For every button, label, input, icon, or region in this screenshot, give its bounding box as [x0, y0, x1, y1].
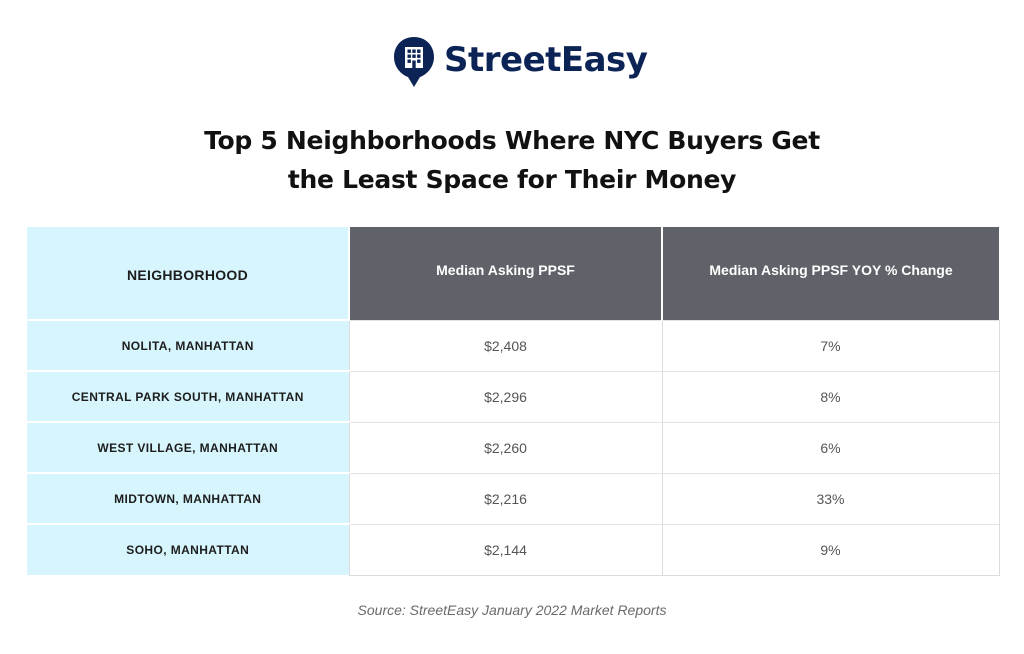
yoy-change-cell: 7% [661, 319, 1000, 371]
table-header-row: NEIGHBORHOOD Median Asking PPSF Median A… [27, 227, 999, 320]
yoy-change-cell: 6% [661, 421, 1000, 473]
neighborhood-cell: SOHO, MANHATTAN [27, 523, 349, 575]
yoy-change-cell: 33% [661, 472, 1000, 524]
ppsf-cell: $2,296 [348, 370, 663, 422]
yoy-change-cell: 9% [661, 523, 1000, 576]
table-row: MIDTOWN, MANHATTAN $2,216 33% [27, 472, 1000, 524]
brand-name: StreetEasy [444, 40, 648, 80]
table-row: NOLITA, MANHATTAN $2,408 7% [27, 319, 1000, 371]
ppsf-cell: $2,260 [348, 421, 663, 473]
neighborhood-cell: WEST VILLAGE, MANHATTAN [27, 421, 349, 473]
table-row: SOHO, MANHATTAN $2,144 9% [27, 523, 1000, 576]
table-row: CENTRAL PARK SOUTH, MANHATTAN $2,296 8% [27, 370, 1000, 422]
chart-title-line-2: the Least Space for Their Money [287, 165, 737, 194]
column-header-median-asking-ppsf: Median Asking PPSF [348, 227, 662, 320]
ppsf-cell: $2,216 [348, 472, 663, 524]
chart-title: Top 5 Neighborhoods Where NYC Buyers Get… [0, 121, 1024, 199]
building-pin-icon [394, 37, 434, 87]
source-note: Source: StreetEasy January 2022 Market R… [357, 602, 667, 618]
column-header-neighborhood: NEIGHBORHOOD [27, 227, 349, 320]
column-header-ppsf-yoy-change: Median Asking PPSF YOY % Change [661, 227, 999, 320]
neighborhood-cell: NOLITA, MANHATTAN [27, 319, 349, 371]
streeteasy-logo: StreetEasy [393, 36, 648, 88]
neighborhood-ppsf-table: NEIGHBORHOOD Median Asking PPSF Median A… [27, 227, 1000, 576]
ppsf-cell: $2,144 [348, 523, 663, 576]
yoy-change-cell: 8% [661, 370, 1000, 422]
neighborhood-cell: MIDTOWN, MANHATTAN [27, 472, 349, 524]
ppsf-cell: $2,408 [348, 319, 663, 371]
neighborhood-cell: CENTRAL PARK SOUTH, MANHATTAN [27, 370, 349, 422]
table-row: WEST VILLAGE, MANHATTAN $2,260 6% [27, 421, 1000, 473]
chart-title-line-1: Top 5 Neighborhoods Where NYC Buyers Get [204, 126, 820, 155]
